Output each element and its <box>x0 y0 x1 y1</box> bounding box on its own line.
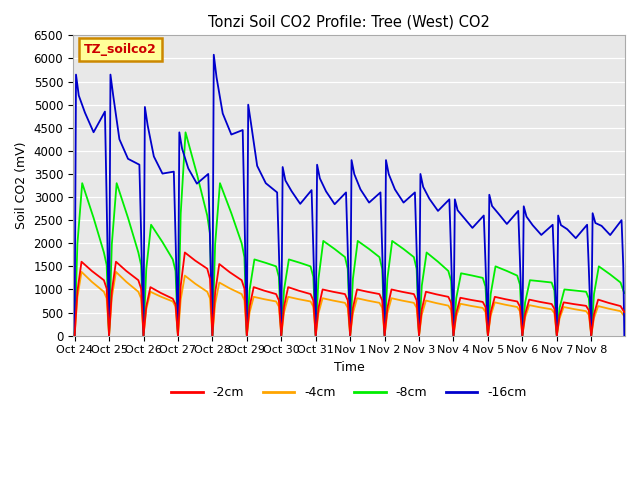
Legend: -2cm, -4cm, -8cm, -16cm: -2cm, -4cm, -8cm, -16cm <box>166 382 532 405</box>
X-axis label: Time: Time <box>333 361 364 374</box>
Y-axis label: Soil CO2 (mV): Soil CO2 (mV) <box>15 142 28 229</box>
Title: Tonzi Soil CO2 Profile: Tree (West) CO2: Tonzi Soil CO2 Profile: Tree (West) CO2 <box>208 15 490 30</box>
Text: TZ_soilco2: TZ_soilco2 <box>84 43 157 56</box>
